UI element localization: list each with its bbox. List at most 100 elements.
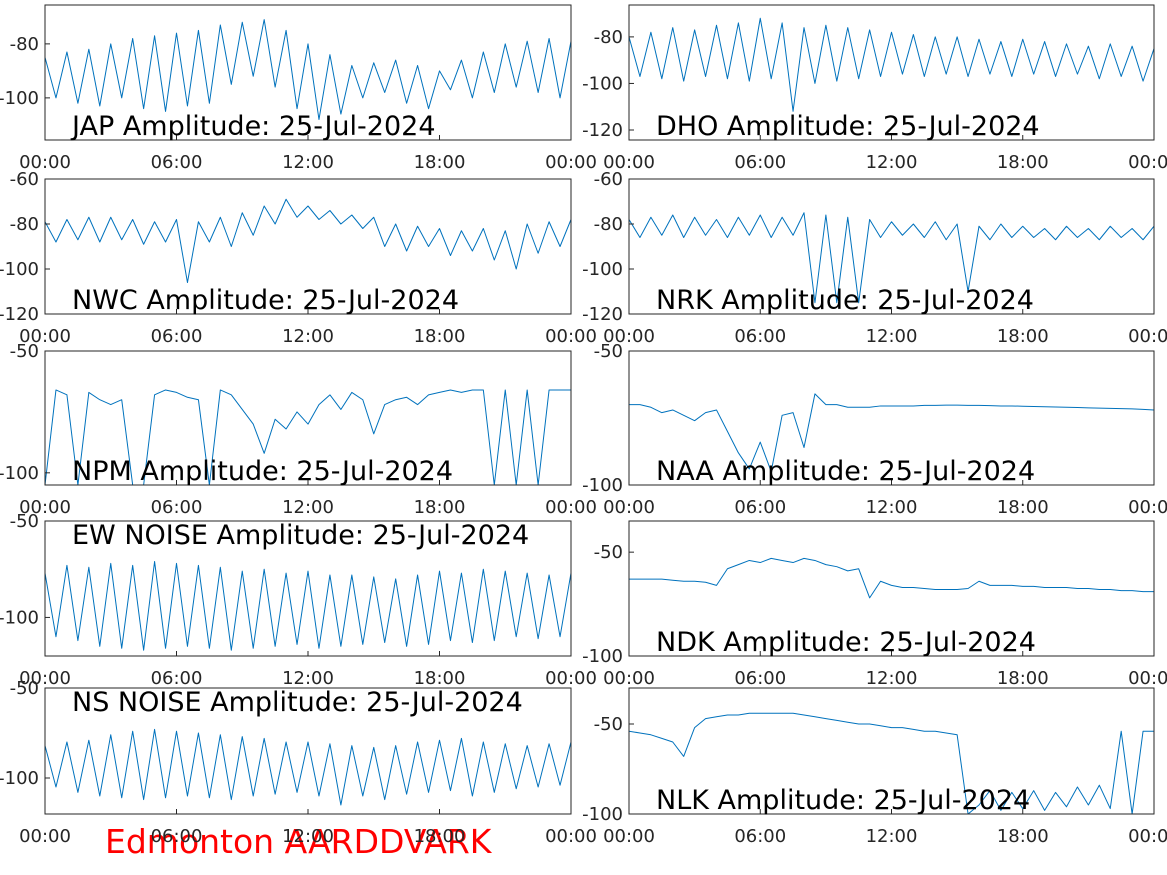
y-tick-label: -50 — [10, 678, 39, 699]
y-tick-label: -100 — [582, 259, 623, 280]
panel: -50 -100 00:00 06:00 12:00 18:00 00:00 NS NOISE… — [0, 678, 597, 847]
marks — [45, 198, 571, 283]
x-tick-label: 06:00 — [734, 668, 786, 689]
plot-area — [45, 688, 571, 814]
y-tick-label: -80 — [594, 27, 623, 48]
signal-line — [629, 557, 1154, 599]
signal-line — [45, 198, 571, 283]
x-tick-label: 06:00 — [151, 152, 203, 173]
plot-area — [45, 521, 571, 656]
panel-title: DHO Amplitude: 25-Jul-2024 — [656, 111, 1040, 142]
signal-line — [629, 712, 1154, 814]
x-tick-label: 12:00 — [282, 152, 334, 173]
x-tick-label: 12:00 — [282, 326, 334, 347]
y-tick-label: -100 — [582, 475, 623, 496]
y-tick-label: -80 — [10, 214, 39, 235]
y-tick-label: -50 — [594, 341, 623, 362]
x-tick-label: 00:00 — [1128, 826, 1167, 847]
x-tick-label: 12:00 — [866, 326, 918, 347]
footer: Edmonton AARDDVARK — [105, 822, 493, 861]
y-tick-label: -50 — [594, 714, 623, 735]
x-tick-label: 06:00 — [734, 497, 786, 518]
x-tick-label: 00:00 — [603, 152, 655, 173]
y-tick-label: -100 — [582, 804, 623, 825]
x-tick-label: 00:00 — [1128, 152, 1167, 173]
x-tick-label: 18:00 — [997, 326, 1049, 347]
x-tick-label: 00:00 — [603, 826, 655, 847]
x-tick-label: 12:00 — [866, 826, 918, 847]
x-tick-label: 18:00 — [414, 668, 466, 689]
y-tick-label: -50 — [10, 341, 39, 362]
x-tick-label: 06:00 — [734, 152, 786, 173]
y-tick-label: -100 — [0, 259, 39, 280]
y-tick-label: -120 — [582, 120, 623, 141]
y-tick-label: -120 — [0, 304, 39, 325]
plot-area — [629, 351, 1154, 485]
x-tick-label: 00:00 — [1128, 668, 1167, 689]
signal-line — [45, 728, 571, 806]
x-tick-label: 18:00 — [997, 826, 1049, 847]
x-tick-label: 06:00 — [151, 668, 203, 689]
x-tick-label: 06:00 — [151, 497, 203, 518]
signal-line — [45, 19, 571, 120]
panel-title: NS NOISE Amplitude: 25-Jul-2024 — [72, 687, 523, 718]
y-tick-label: -100 — [0, 88, 39, 109]
panel: -60-80-100-12000:0006:0012:0018:0000:00N… — [582, 169, 1167, 347]
x-tick-label: 00:00 — [603, 668, 655, 689]
x-tick-label: 00:00 — [545, 668, 597, 689]
panel-title: NPM Amplitude: 25-Jul-2024 — [72, 456, 453, 487]
x-tick-label: 18:00 — [414, 326, 466, 347]
marks — [629, 17, 1154, 112]
marks — [45, 561, 571, 651]
x-tick-label: 12:00 — [866, 668, 918, 689]
x-tick-label: 00:00 — [545, 152, 597, 173]
panel: -80 -100 00:00 06:00 12:00 18:00 00:00 JAP Ampl… — [0, 4, 597, 173]
x-tick-label: 00:00 — [19, 326, 71, 347]
marks — [629, 212, 1154, 304]
x-tick-label: 00:00 — [1128, 326, 1167, 347]
marks — [45, 19, 571, 120]
panel: -80-100-12000:0006:0012:0018:0000:00DHO … — [582, 4, 1167, 173]
plot-area — [45, 179, 571, 314]
x-tick-label: 12:00 — [282, 826, 334, 847]
x-tick-label: 18:00 — [997, 152, 1049, 173]
plot-area — [629, 179, 1154, 314]
y-tick-label: -100 — [0, 463, 39, 484]
marks — [629, 712, 1154, 814]
x-tick-label: 18:00 — [414, 152, 466, 173]
x-tick-label: 06:00 — [734, 326, 786, 347]
panel-title: EW NOISE Amplitude: 25-Jul-2024 — [72, 520, 529, 551]
panel-title: NRK Amplitude: 25-Jul-2024 — [656, 285, 1034, 316]
x-tick-label: 00:00 — [545, 826, 597, 847]
signal-line — [629, 212, 1154, 304]
x-tick-label: 00:00 — [603, 497, 655, 518]
panel-title: JAP Amplitude: 25-Jul-2024 — [70, 111, 436, 142]
x-tick-label: 12:00 — [282, 668, 334, 689]
panel-title: NAA Amplitude: 25-Jul-2024 — [656, 456, 1035, 487]
signal-line — [45, 389, 571, 485]
marks — [45, 728, 571, 806]
y-tick-label: -50 — [594, 542, 623, 563]
y-tick-label: -50 — [10, 511, 39, 532]
x-tick-label: 00:00 — [603, 326, 655, 347]
x-tick-label: 00:00 — [1128, 497, 1167, 518]
x-tick-label: 00:00 — [19, 152, 71, 173]
y-tick-label: -60 — [10, 169, 39, 190]
signal-line — [45, 561, 571, 651]
plot-area — [629, 521, 1154, 656]
y-tick-label: -120 — [582, 304, 623, 325]
x-tick-label: 06:00 — [151, 326, 203, 347]
panel: -50 -100 00:00 06:00 12:00 18:00 00:00 EW NOISE… — [0, 511, 597, 689]
y-tick-label: -100 — [582, 73, 623, 94]
x-tick-label: 18:00 — [414, 826, 466, 847]
y-tick-label: -80 — [10, 34, 39, 55]
x-tick-label: 18:00 — [997, 497, 1049, 518]
x-tick-label: 00:00 — [19, 497, 71, 518]
